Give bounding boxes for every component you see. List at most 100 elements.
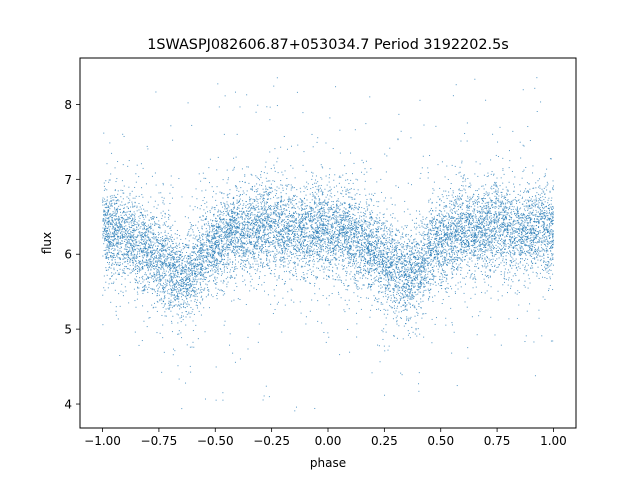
data-point	[421, 258, 423, 260]
data-point	[118, 253, 120, 255]
data-point	[167, 238, 169, 240]
data-point	[468, 241, 470, 243]
data-point	[381, 242, 383, 244]
data-point	[174, 284, 176, 286]
data-point	[453, 269, 455, 271]
data-point	[486, 233, 488, 235]
data-point	[132, 261, 134, 263]
data-point	[492, 207, 494, 209]
data-point	[391, 217, 393, 219]
data-point	[528, 225, 530, 227]
data-point	[441, 264, 443, 266]
data-point	[278, 220, 280, 222]
data-point	[324, 215, 326, 217]
data-point	[331, 238, 333, 240]
data-point	[508, 167, 510, 169]
data-point	[239, 245, 241, 247]
data-point	[361, 288, 363, 290]
data-point	[189, 205, 191, 207]
data-point	[399, 302, 400, 304]
data-point	[242, 235, 244, 237]
data-point	[121, 283, 123, 285]
data-point	[234, 234, 236, 236]
data-point	[530, 217, 532, 219]
data-point	[329, 247, 331, 249]
data-point	[492, 258, 494, 260]
data-point	[544, 206, 546, 208]
data-point	[269, 187, 271, 189]
data-point	[510, 218, 512, 220]
data-point	[257, 341, 259, 343]
data-point	[333, 231, 335, 233]
data-point	[412, 268, 414, 270]
data-point	[366, 261, 368, 263]
data-point	[416, 226, 418, 228]
data-point	[415, 270, 417, 272]
data-point	[461, 245, 463, 247]
data-point	[114, 212, 116, 214]
data-point	[294, 234, 296, 236]
data-point	[368, 236, 370, 238]
data-point	[513, 206, 515, 208]
data-point	[221, 245, 223, 247]
data-point	[401, 256, 403, 258]
data-point	[259, 211, 261, 213]
data-point	[275, 195, 277, 197]
data-point	[536, 218, 538, 220]
data-point	[112, 227, 114, 229]
data-point	[403, 282, 405, 284]
data-point	[111, 259, 113, 261]
data-point	[127, 263, 129, 265]
data-point	[484, 245, 486, 247]
data-point	[420, 270, 422, 272]
data-point	[406, 319, 408, 321]
data-point	[147, 281, 149, 283]
data-point	[425, 289, 427, 291]
data-point	[223, 218, 225, 219]
data-point	[485, 231, 487, 233]
data-point	[434, 258, 436, 260]
data-point	[461, 267, 463, 269]
data-point	[507, 189, 509, 191]
data-point	[393, 269, 395, 271]
data-point	[495, 227, 497, 229]
data-point	[372, 252, 374, 254]
data-point	[448, 214, 450, 216]
data-point	[360, 250, 361, 252]
data-point	[171, 331, 173, 333]
data-point	[133, 246, 135, 248]
data-point	[173, 284, 175, 286]
data-point	[357, 212, 359, 214]
data-point	[162, 272, 164, 274]
data-point	[269, 267, 271, 269]
data-point	[461, 233, 463, 235]
data-point	[273, 255, 275, 257]
data-point	[108, 240, 110, 242]
data-point	[293, 267, 295, 269]
data-point	[120, 231, 122, 233]
data-point	[321, 256, 323, 258]
data-point	[139, 268, 141, 270]
data-point	[448, 249, 450, 251]
data-point	[321, 259, 323, 261]
data-point	[262, 188, 264, 190]
data-point	[297, 222, 299, 224]
data-point	[361, 247, 363, 249]
data-point	[235, 156, 237, 158]
data-point	[349, 261, 351, 263]
data-point	[216, 226, 218, 228]
data-point	[498, 247, 500, 249]
data-point	[192, 259, 194, 261]
data-point	[278, 240, 280, 242]
data-point	[353, 259, 355, 261]
data-point	[412, 253, 414, 255]
data-point	[340, 176, 342, 178]
data-point	[223, 133, 225, 135]
data-point	[539, 230, 541, 232]
data-point	[288, 221, 290, 223]
data-point	[257, 225, 259, 227]
data-point	[499, 235, 501, 236]
data-point	[483, 197, 485, 199]
data-point	[551, 241, 553, 243]
data-point	[205, 189, 207, 191]
